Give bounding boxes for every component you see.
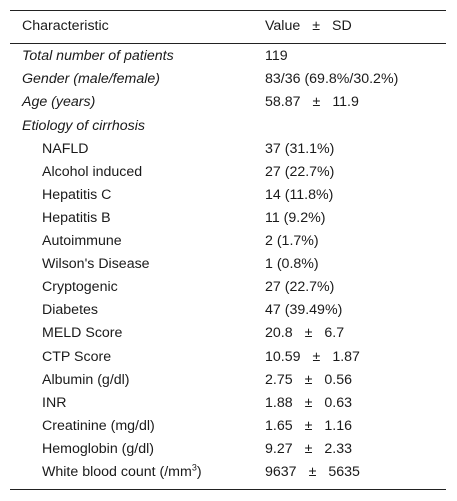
table-row: Hepatitis C 14 (11.8%)	[10, 184, 446, 207]
row-plus-minus: ±	[312, 349, 321, 365]
row-mean: 2.75	[265, 372, 293, 388]
row-label: Hepatitis C	[42, 187, 112, 203]
row-sd: 0.63	[324, 395, 353, 411]
row-label: Hemoglobin (g/dl)	[42, 441, 154, 457]
row-value: 9637 ±5635	[265, 461, 360, 484]
row-mean: 9637	[265, 464, 297, 480]
row-plus-minus: ±	[304, 372, 313, 388]
row-value: 10.59 ±1.87	[265, 346, 360, 369]
row-label-end: )	[196, 464, 202, 480]
row-label: Total number of patients	[22, 48, 174, 64]
row-value: 11 (9.2%)	[265, 210, 326, 226]
row-sd: 5635	[328, 464, 360, 480]
header-characteristic: Characteristic	[22, 18, 109, 34]
row-label: Hepatitis B	[42, 210, 111, 226]
table-row: Total number of patients 119	[10, 45, 446, 68]
row-value: 1.88 ±0.63	[265, 392, 352, 415]
row-label: Wilson's Disease	[42, 256, 150, 272]
header-value-label: Value	[265, 18, 301, 34]
bottom-rule	[10, 489, 446, 490]
row-label: Gender (male/female)	[22, 71, 160, 87]
table-row: Cryptogenic 27 (22.7%)	[10, 276, 446, 299]
row-value: 2 (1.7%)	[265, 233, 319, 249]
row-plus-minus: ±	[304, 325, 313, 341]
top-rule	[10, 10, 446, 11]
table-row: Autoimmune 2 (1.7%)	[10, 230, 446, 253]
row-value: 119	[265, 48, 288, 64]
row-value: 1 (0.8%)	[265, 256, 319, 272]
row-value: 14 (11.8%)	[265, 187, 334, 203]
header-rule	[10, 43, 446, 44]
table-row: Hemoglobin (g/dl) 9.27 ±2.33	[10, 438, 446, 461]
row-sd: 0.56	[324, 372, 353, 388]
table-row: Age (years) 58.87 ±11.9	[10, 91, 446, 114]
row-label: INR	[42, 395, 67, 411]
row-mean: 9.27	[265, 441, 293, 457]
row-label: MELD Score	[42, 325, 123, 341]
row-label: Diabetes	[42, 302, 98, 318]
row-sd: 1.16	[324, 418, 353, 434]
header-row: Characteristic Value ± SD	[10, 15, 446, 38]
row-sd: 6.7	[324, 325, 345, 341]
row-value: 37 (31.1%)	[265, 141, 335, 157]
row-sd: 2.33	[324, 441, 353, 457]
row-label: Albumin (g/dl)	[42, 372, 130, 388]
row-label: CTP Score	[42, 349, 112, 365]
table-row: Hepatitis B 11 (9.2%)	[10, 207, 446, 230]
row-plus-minus: ±	[304, 441, 313, 457]
table-row: Albumin (g/dl) 2.75 ±0.56	[10, 369, 446, 392]
row-label: White blood count (/mm3)	[42, 461, 202, 484]
row-value: 1.65 ±1.16	[265, 415, 352, 438]
row-mean: 10.59	[265, 349, 301, 365]
table-row: Diabetes 47 (39.49%)	[10, 299, 446, 322]
row-value: 20.8 ±6.7	[265, 322, 344, 345]
row-value: 9.27 ±2.33	[265, 438, 352, 461]
row-plus-minus: ±	[312, 94, 321, 110]
table-row: MELD Score 20.8 ±6.7	[10, 322, 446, 345]
row-label-text: White blood count (/mm	[42, 464, 192, 480]
row-label: Autoimmune	[42, 233, 122, 249]
row-value: 27 (22.7%)	[265, 164, 335, 180]
table-row: Etiology of cirrhosis	[10, 115, 446, 138]
row-label: NAFLD	[42, 141, 89, 157]
table-row: NAFLD 37 (31.1%)	[10, 138, 446, 161]
table-row: Gender (male/female) 83/36 (69.8%/30.2%)	[10, 68, 446, 91]
row-value: 2.75 ±0.56	[265, 369, 352, 392]
table-row: CTP Score 10.59 ±1.87	[10, 346, 446, 369]
row-plus-minus: ±	[304, 418, 313, 434]
row-value: 47 (39.49%)	[265, 302, 343, 318]
row-mean: 1.88	[265, 395, 293, 411]
row-value: 83/36 (69.8%/30.2%)	[265, 71, 399, 87]
table-row: Wilson's Disease 1 (0.8%)	[10, 253, 446, 276]
row-mean: 20.8	[265, 325, 293, 341]
row-sd: 11.9	[332, 94, 359, 110]
header-value: Value ± SD	[265, 15, 352, 38]
section-label: Etiology of cirrhosis	[22, 118, 146, 134]
table-row: White blood count (/mm3) 9637 ±5635	[10, 461, 446, 484]
row-plus-minus: ±	[304, 395, 313, 411]
row-label: Cryptogenic	[42, 279, 118, 295]
row-mean: 58.87	[265, 94, 301, 110]
row-plus-minus: ±	[308, 464, 317, 480]
table-row: Alcohol induced 27 (22.7%)	[10, 161, 446, 184]
row-mean: 1.65	[265, 418, 293, 434]
table-row: INR 1.88 ±0.63	[10, 392, 446, 415]
row-label: Age (years)	[22, 94, 96, 110]
row-value: 58.87 ±11.9	[265, 91, 359, 114]
table-row: Creatinine (mg/dl) 1.65 ±1.16	[10, 415, 446, 438]
header-plus-minus: ±	[312, 18, 321, 34]
row-label: Alcohol induced	[42, 164, 143, 180]
row-sd: 1.87	[332, 349, 360, 365]
header-sd: SD	[332, 18, 352, 34]
row-label-superscript: 3	[191, 462, 197, 473]
row-value: 27 (22.7%)	[265, 279, 335, 295]
row-label: Creatinine (mg/dl)	[42, 418, 155, 434]
